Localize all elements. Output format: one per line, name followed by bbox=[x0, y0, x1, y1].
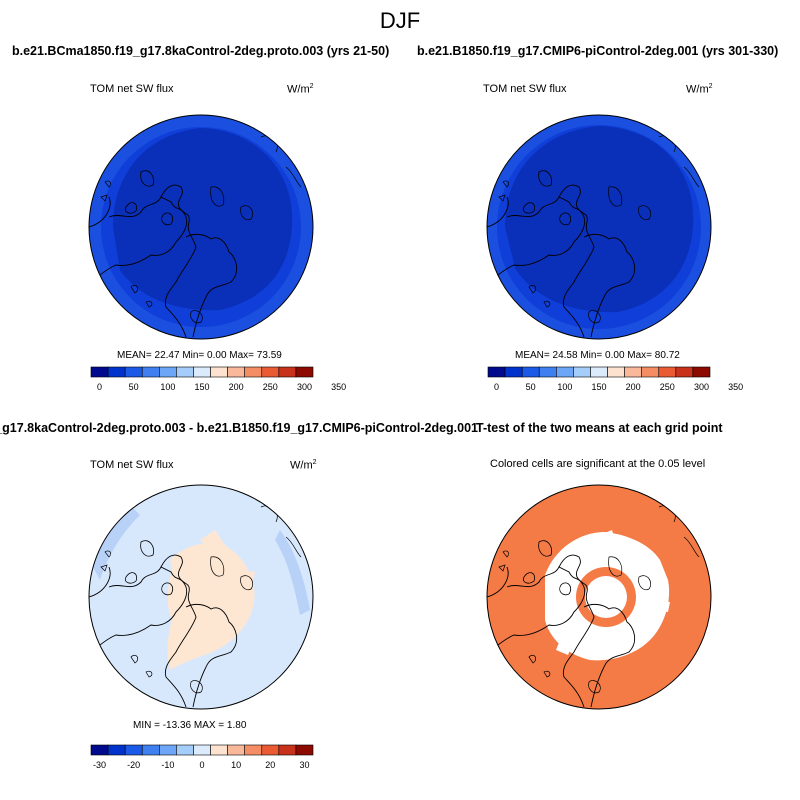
colorbar-box bbox=[124, 744, 143, 756]
colorbar-box bbox=[261, 366, 280, 378]
p3-orange-specks bbox=[200, 530, 255, 585]
p2-inner-field bbox=[505, 126, 694, 313]
figure-title: DJF bbox=[379, 8, 421, 33]
panel2-colorbar: 0 50 100 150 200 250 300 350 bbox=[487, 366, 743, 392]
panel2-units: W/m2 bbox=[686, 83, 713, 96]
colorbar-tick-label: 150 bbox=[591, 382, 606, 392]
panel3-stats: MIN = -13.36 MAX = 1.80 bbox=[133, 720, 247, 731]
p3-blue-patch-nw bbox=[89, 505, 140, 580]
colorbar-tick-label: -30 bbox=[93, 760, 106, 770]
colorbar-box bbox=[278, 366, 297, 378]
panel2-stats: MEAN= 24.58 Min= 0.00 Max= 80.72 bbox=[515, 350, 680, 361]
p3-border bbox=[88, 484, 314, 710]
panel3-title: b.e21.BCma1850.f19_g17.8kaControl-2deg.p… bbox=[0, 421, 478, 435]
colorbar-box bbox=[658, 366, 677, 378]
p3-blue-patch-e bbox=[275, 530, 310, 615]
colorbar-box bbox=[176, 744, 194, 756]
colorbar-box bbox=[193, 744, 211, 756]
panel1-variable: TOM net SW flux bbox=[90, 83, 174, 95]
p1-inner-field bbox=[113, 128, 293, 311]
panel1-units: W/m2 bbox=[287, 83, 314, 96]
colorbar-box bbox=[244, 366, 263, 378]
panel4-subtitle: Colored cells are significant at the 0.0… bbox=[490, 458, 706, 470]
colorbar-box bbox=[641, 366, 660, 378]
colorbar-tick-label: 250 bbox=[660, 382, 675, 392]
panel2-title: b.e21.B1850.f19_g17.CMIP6-piControl-2deg… bbox=[417, 44, 779, 58]
panel4-map bbox=[486, 484, 712, 710]
colorbar-tick-label: 150 bbox=[194, 382, 209, 392]
colorbar-box bbox=[675, 366, 694, 378]
colorbar-box bbox=[90, 366, 109, 378]
colorbar-box bbox=[244, 744, 263, 756]
colorbar-box bbox=[210, 744, 228, 756]
colorbar-tick-label: -20 bbox=[127, 760, 140, 770]
panel3-units: W/m2 bbox=[290, 459, 317, 472]
colorbar-box bbox=[556, 366, 574, 378]
panel2-map bbox=[486, 114, 712, 340]
p1-border bbox=[88, 114, 314, 340]
panel3-variable: TOM net SW flux bbox=[90, 459, 174, 471]
colorbar-tick-label: 50 bbox=[526, 382, 536, 392]
colorbar-tick-label: 50 bbox=[129, 382, 139, 392]
colorbar-tick-label: 300 bbox=[297, 382, 312, 392]
colorbar-box bbox=[692, 366, 711, 378]
colorbar-box bbox=[295, 366, 314, 378]
colorbar-box bbox=[538, 366, 557, 378]
colorbar-tick-label: 200 bbox=[229, 382, 244, 392]
colorbar-box bbox=[227, 744, 245, 756]
panel2-variable: TOM net SW flux bbox=[483, 83, 567, 95]
colorbar-box bbox=[90, 744, 109, 756]
panel4-title: T-test of the two means at each grid poi… bbox=[476, 421, 723, 435]
colorbar-tick-label: 20 bbox=[265, 760, 275, 770]
colorbar-box bbox=[278, 744, 297, 756]
colorbar-tick-label: 100 bbox=[557, 382, 572, 392]
p2-border bbox=[486, 114, 712, 340]
panel3-colorbar: -30 -20 -10 0 10 20 30 bbox=[90, 744, 314, 770]
panel1-stats: MEAN= 22.47 Min= 0.00 Max= 73.59 bbox=[117, 350, 282, 361]
p4-nonsig-center bbox=[585, 576, 627, 618]
p3-orange-center bbox=[167, 543, 255, 670]
colorbar-box bbox=[487, 366, 506, 378]
colorbar-tick-label: 10 bbox=[231, 760, 241, 770]
colorbar-tick-label: -10 bbox=[161, 760, 174, 770]
colorbar-tick-label: 30 bbox=[299, 760, 309, 770]
colorbar-tick-label: 100 bbox=[160, 382, 175, 392]
colorbar-box bbox=[504, 366, 523, 378]
colorbar-box bbox=[607, 366, 625, 378]
p4-border bbox=[486, 484, 712, 710]
colorbar-box bbox=[295, 744, 314, 756]
colorbar-box bbox=[590, 366, 608, 378]
colorbar-tick-label: 0 bbox=[494, 382, 499, 392]
colorbar-box bbox=[210, 366, 228, 378]
colorbar-box bbox=[227, 366, 245, 378]
colorbar-box bbox=[193, 366, 211, 378]
colorbar-box bbox=[159, 366, 177, 378]
colorbar-box bbox=[573, 366, 591, 378]
colorbar-tick-label: 0 bbox=[199, 760, 204, 770]
panel1-title: b.e21.BCma1850.f19_g17.8kaControl-2deg.p… bbox=[12, 44, 390, 58]
colorbar-box bbox=[107, 744, 126, 756]
colorbar-box bbox=[141, 744, 160, 756]
colorbar-box bbox=[141, 366, 160, 378]
colorbar-tick-label: 350 bbox=[728, 382, 743, 392]
colorbar-box bbox=[124, 366, 143, 378]
colorbar-box bbox=[159, 744, 177, 756]
colorbar-tick-label: 350 bbox=[331, 382, 346, 392]
colorbar-tick-label: 0 bbox=[97, 382, 102, 392]
colorbar-tick-label: 300 bbox=[694, 382, 709, 392]
colorbar-tick-label: 200 bbox=[626, 382, 641, 392]
panel1-colorbar: 0 50 100 150 200 250 300 350 bbox=[90, 366, 346, 392]
colorbar-tick-label: 250 bbox=[263, 382, 278, 392]
colorbar-box bbox=[176, 366, 194, 378]
colorbar-box bbox=[624, 366, 642, 378]
panel3-map bbox=[88, 484, 314, 710]
colorbar-box bbox=[261, 744, 280, 756]
panel1-map bbox=[88, 114, 314, 340]
colorbar-box bbox=[107, 366, 126, 378]
colorbar-box bbox=[521, 366, 540, 378]
